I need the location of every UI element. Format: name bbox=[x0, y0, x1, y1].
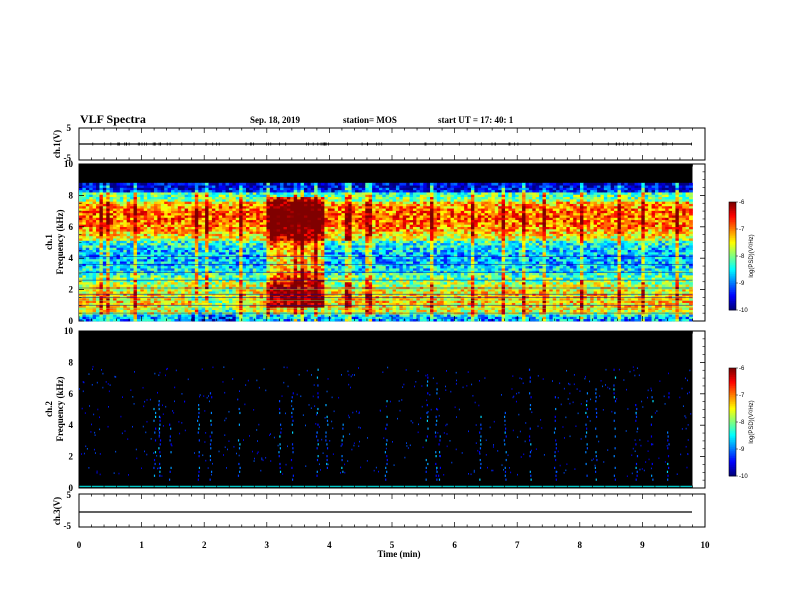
xtick-label-0: 0 bbox=[77, 540, 82, 550]
colorbar-tick-cb1-0: -6 bbox=[739, 200, 745, 206]
ch1-colorbar: -6 -7 -8 -9 -10 log(PSD)(V²/Hz) bbox=[728, 200, 755, 314]
ch3-ytick-top: 5 bbox=[67, 490, 72, 500]
station-label: station= MOS bbox=[343, 115, 397, 125]
ch2-colorbar: -6 -7 -8 -9 -10 log(PSD)(V²/Hz) bbox=[728, 366, 755, 480]
ch2-spectrogram-background bbox=[79, 331, 693, 488]
ch1-waveform-panel: 5 -5 ch.1(V) bbox=[52, 123, 706, 163]
date-label: Sep. 18, 2019 bbox=[250, 115, 301, 125]
ch3-waveform-ylabel: ch.3(V) bbox=[52, 497, 62, 525]
xtick-label-4: 4 bbox=[327, 540, 332, 550]
colorbar-tick-cb1-2: -8 bbox=[739, 254, 745, 260]
time-axis-label: Time (min) bbox=[377, 549, 420, 559]
colorbar-tick-cb2-0: -6 bbox=[739, 366, 745, 372]
colorbar-tick-cb2-4: -10 bbox=[739, 474, 748, 480]
time-axis-tick-labels: 0 1 2 3 4 5 6 7 8 9 10 bbox=[77, 540, 710, 550]
colorbar-label-cb2: log(PSD)(V²/Hz) bbox=[749, 400, 755, 443]
ch1-waveform-spikes bbox=[92, 142, 692, 146]
figure-title: VLF Spectra bbox=[80, 112, 146, 126]
ytick-label-spec2-yticks-3: 6 bbox=[69, 389, 74, 399]
xtick-label-2: 2 bbox=[202, 540, 207, 550]
ytick-label-spec1-yticks-5: 10 bbox=[64, 159, 74, 169]
ch1-spectrogram-ylabel: Frequency (kHz) bbox=[55, 209, 65, 274]
xtick-label-9: 9 bbox=[640, 540, 645, 550]
ytick-label-spec2-yticks-4: 8 bbox=[69, 357, 74, 367]
ch1-waveform-ylabel: ch.1(V) bbox=[52, 130, 62, 158]
colorbar-tick-cb2-3: -9 bbox=[739, 447, 745, 453]
ch1-spectrogram-yticks: 0 2 4 6 8 10 bbox=[64, 159, 705, 326]
colorbar-tick-cb1-3: -9 bbox=[739, 281, 745, 287]
ytick-label-spec1-yticks-2: 4 bbox=[69, 253, 74, 263]
ytick-label-spec2-yticks-2: 4 bbox=[69, 420, 74, 430]
ch3-ytick-bottom: -5 bbox=[64, 521, 72, 531]
colorbar-tick-cb2-2: -8 bbox=[739, 420, 745, 426]
xtick-label-7: 7 bbox=[515, 540, 520, 550]
xtick-label-10: 10 bbox=[701, 540, 711, 550]
ytick-label-spec1-yticks-3: 6 bbox=[69, 222, 74, 232]
ytick-label-spec1-yticks-1: 2 bbox=[69, 285, 74, 295]
xtick-label-3: 3 bbox=[265, 540, 270, 550]
ch1-spectrogram-panel: 0 2 4 6 8 10 ch.1 Frequency (kHz) bbox=[44, 159, 706, 326]
ytick-label-spec1-yticks-4: 8 bbox=[69, 190, 74, 200]
ch1-spectrogram-image bbox=[79, 164, 693, 322]
ch1-spectrogram-ylabel-channel: ch.1 bbox=[44, 234, 54, 250]
ytick-label-spec1-yticks-0: 0 bbox=[69, 316, 74, 326]
xtick-label-8: 8 bbox=[578, 540, 583, 550]
colorbar-tick-cb1-4: -10 bbox=[739, 308, 748, 314]
start-time-label: start UT = 17: 40: 1 bbox=[438, 115, 514, 125]
colorbar-tick-cb2-1: -7 bbox=[739, 393, 745, 399]
ch2-spectrogram-image bbox=[79, 331, 693, 488]
ytick-label-spec2-yticks-0: 0 bbox=[69, 483, 74, 493]
ch2-spectrogram-ylabel: Frequency (kHz) bbox=[55, 376, 65, 441]
ytick-label-spec2-yticks-5: 10 bbox=[64, 326, 74, 336]
colorbar-label-cb1: log(PSD)(V²/Hz) bbox=[749, 234, 755, 277]
ch1-ytick-bottom: -5 bbox=[64, 153, 72, 163]
colorbar-tick-cb1-1: -7 bbox=[739, 227, 745, 233]
ch3-waveform-panel: 5 -5 ch.3(V) bbox=[52, 490, 706, 531]
ch2-spectrogram-panel: 0 2 4 6 8 10 ch.2 Frequency (kHz) bbox=[44, 326, 706, 493]
ch1-ytick-top: 5 bbox=[67, 123, 72, 133]
ch2-spectrogram-yticks: 0 2 4 6 8 10 bbox=[64, 326, 705, 493]
xtick-label-5: 5 bbox=[390, 540, 395, 550]
time-axis-ticks bbox=[78, 128, 706, 527]
xtick-label-6: 6 bbox=[452, 540, 457, 550]
xtick-label-1: 1 bbox=[139, 540, 144, 550]
ytick-label-spec2-yticks-1: 2 bbox=[69, 452, 74, 462]
ch2-spectrogram-ylabel-channel: ch.2 bbox=[44, 401, 54, 417]
